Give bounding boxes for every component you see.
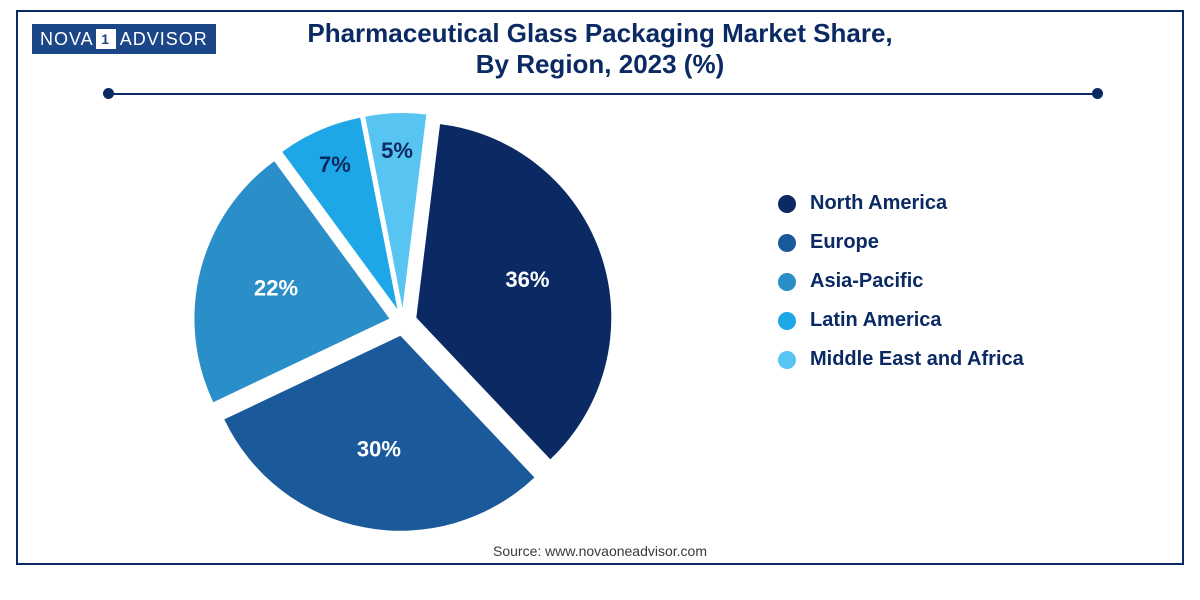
legend-item: North America (778, 192, 1024, 215)
pie-slice-label: 30% (357, 437, 401, 462)
pie-slice-label: 36% (505, 267, 549, 292)
pie-chart: 36% 30% 22% 7% 5% (188, 107, 618, 537)
chart-frame: NOVA 1 ADVISOR Pharmaceutical Glass Pack… (16, 10, 1184, 565)
title-divider (108, 88, 1098, 100)
legend-label: Middle East and Africa (810, 348, 1024, 371)
pie-svg: 36% 30% 22% 7% 5% (188, 107, 618, 537)
legend-item: Europe (778, 231, 1024, 254)
title-line-2: By Region, 2023 (%) (18, 49, 1182, 80)
legend-item: Middle East and Africa (778, 348, 1024, 371)
pie-slice-label: 5% (381, 138, 413, 163)
chart-title: Pharmaceutical Glass Packaging Market Sh… (18, 18, 1182, 80)
legend-swatch (778, 234, 796, 252)
divider-dot-right (1092, 88, 1103, 99)
legend-label: North America (810, 192, 947, 215)
legend-label: Latin America (810, 309, 942, 332)
pie-slice-label: 7% (319, 152, 351, 177)
divider-dot-left (103, 88, 114, 99)
legend-label: Asia-Pacific (810, 270, 923, 293)
legend-swatch (778, 312, 796, 330)
legend-swatch (778, 195, 796, 213)
legend-item: Asia-Pacific (778, 270, 1024, 293)
title-line-1: Pharmaceutical Glass Packaging Market Sh… (18, 18, 1182, 49)
legend: North America Europe Asia-Pacific Latin Ame… (778, 192, 1024, 371)
pie-slice-label: 22% (254, 276, 298, 301)
legend-swatch (778, 273, 796, 291)
legend-swatch (778, 351, 796, 369)
legend-label: Europe (810, 231, 879, 254)
source-text: Source: www.novaoneadvisor.com (18, 543, 1182, 559)
legend-item: Latin America (778, 309, 1024, 332)
divider-line (108, 93, 1098, 95)
